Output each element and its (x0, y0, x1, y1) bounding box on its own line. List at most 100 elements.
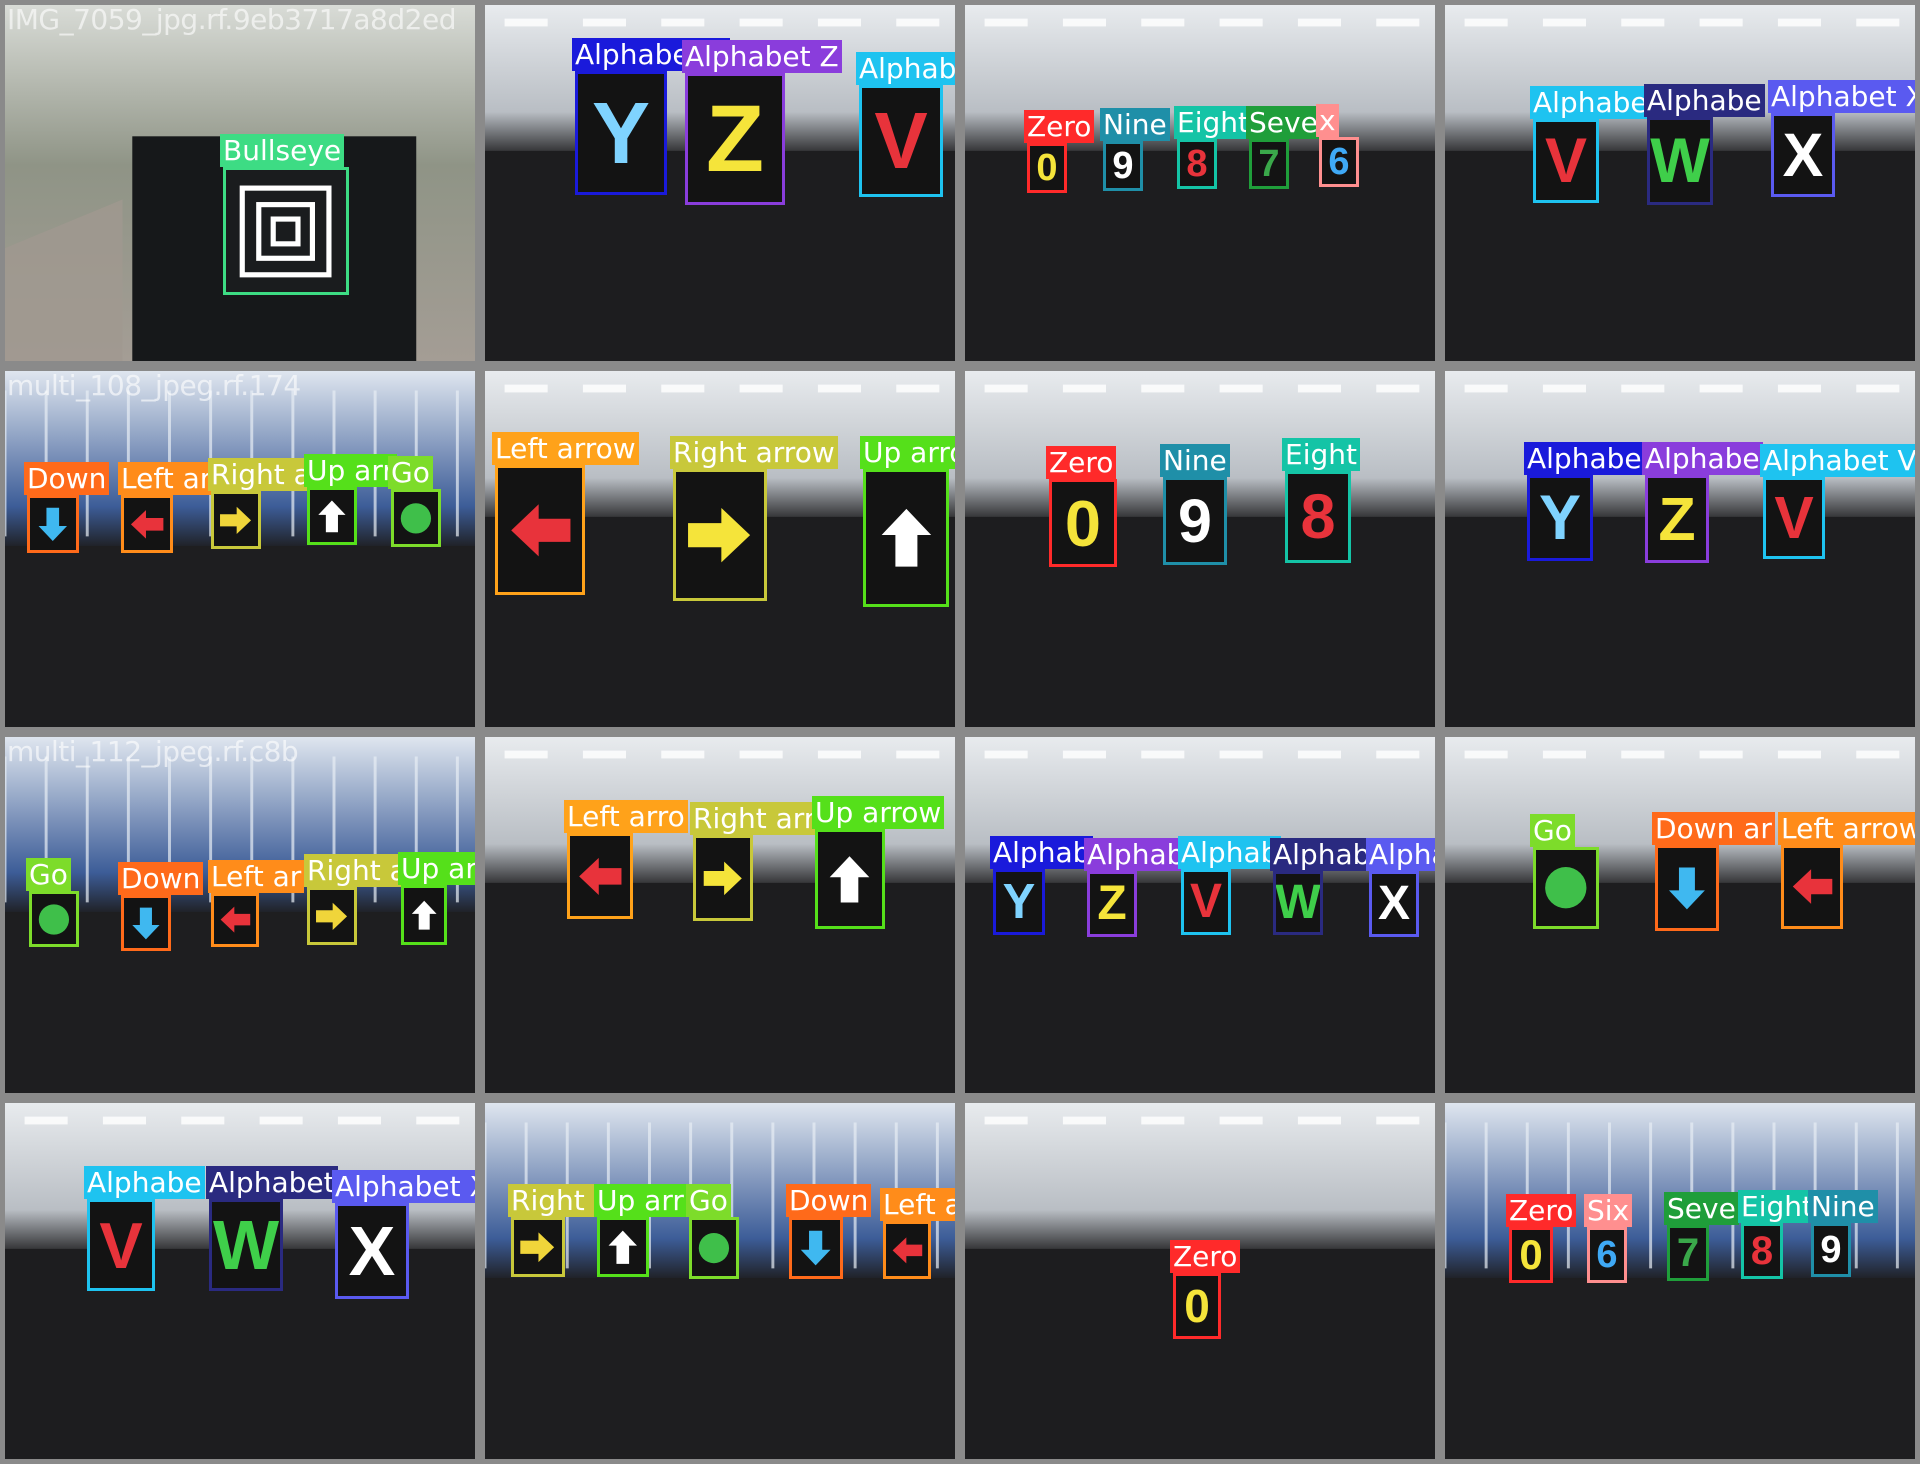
scene-background (5, 371, 475, 727)
sign-glyph: 0 (1036, 147, 1058, 189)
detection-label-text: Alphabet X (1369, 838, 1435, 871)
arrow-left-icon (220, 906, 251, 933)
detection: 0 Zero (1024, 110, 1095, 193)
bounding-box (567, 833, 633, 919)
detection-label: Right a (304, 854, 410, 887)
sign-glyph: Z (705, 85, 765, 192)
detection-label-text: Up arrow (815, 796, 942, 829)
bounding-box (511, 1217, 565, 1277)
detection-label-text: Go (29, 858, 68, 891)
detection: 7 Seve (1664, 1192, 1739, 1281)
sign-glyph: 9 (1178, 486, 1212, 555)
detection-label: Alphabe (1524, 442, 1645, 475)
detection-label-text: Alphabet (209, 1166, 335, 1199)
detection: Y Alphabe (1524, 442, 1645, 561)
detection: Right a (208, 458, 314, 549)
go-circle-icon (400, 502, 432, 534)
bounding-box (1163, 477, 1227, 565)
arrow-left-icon (511, 503, 571, 557)
arrow-right-icon (316, 902, 348, 930)
detection-label: Down ar (1652, 812, 1775, 845)
detection-label: Six (1584, 1194, 1633, 1227)
detection: Right arrow (670, 436, 838, 601)
go-circle-icon (38, 903, 70, 935)
bounding-box (29, 891, 79, 947)
bounding-box (1249, 139, 1289, 189)
detection: 0 Zero (1506, 1194, 1577, 1283)
detection: 7 Seven (1246, 106, 1339, 189)
detection-label: Left ar (118, 462, 215, 495)
bounding-box (1645, 475, 1709, 563)
detection-label: Right arrow (670, 436, 838, 469)
sign-card (866, 472, 946, 604)
detection-label-text: Eight (1741, 1190, 1813, 1223)
detection-label-text: Alphabe (1647, 84, 1762, 117)
bounding-box (1763, 477, 1825, 559)
detection: V Alphabe (1530, 86, 1651, 203)
detection: Up arrow (398, 852, 475, 945)
sign-card (1784, 848, 1840, 926)
detection-label: Alphabe (1644, 84, 1765, 117)
arrow-left-icon (579, 857, 622, 895)
detection-label: Go (686, 1184, 731, 1217)
detection: W Alphab (1270, 838, 1374, 935)
detection-label: Up arrow (812, 796, 945, 829)
detection: Z Alphabe (1642, 442, 1763, 563)
bounding-box (1027, 143, 1067, 193)
detection-label-text: Six (1587, 1194, 1630, 1227)
detection-label-text: Up arrow (401, 852, 477, 885)
arrow-right-icon (688, 507, 751, 563)
detection: Up arr (304, 454, 397, 545)
detection: Left arrow (1778, 812, 1915, 929)
sign-card (214, 494, 258, 546)
detection: W Alphabet (206, 1166, 338, 1291)
detection-label-text: Go (391, 456, 430, 489)
detection-label: Zero (1024, 110, 1095, 143)
detection: Up arr (594, 1184, 687, 1277)
sign-card: 0 (1512, 1230, 1550, 1280)
arrow-right-icon (703, 861, 742, 895)
arrow-up-icon (318, 500, 346, 532)
sign-card: V (1184, 872, 1228, 932)
sign-card: X (1774, 116, 1832, 194)
sign-card (498, 468, 582, 592)
image-filename: multi_112_jpeg.rf.c8b (7, 735, 299, 768)
detection-label-text: Nine (1163, 444, 1227, 477)
detection: Up arrow (860, 436, 955, 607)
sign-card: V (90, 1202, 152, 1288)
sign-card: Z (1648, 478, 1706, 560)
sign-card: W (1650, 120, 1710, 202)
detection-label: Bullseye (220, 134, 345, 167)
detection-label-text: Nine (1103, 108, 1167, 141)
sign-glyph: 7 (1258, 143, 1280, 185)
detection-label: Alphab (1178, 836, 1282, 869)
sign-card: 8 (1744, 1226, 1780, 1276)
detection-label-text: Right arr (693, 802, 816, 835)
detection: Down (118, 862, 204, 951)
detection: Y Alphab (990, 836, 1094, 935)
sign-card: W (1276, 874, 1320, 932)
bounding-box (211, 893, 259, 947)
detection-label: Alphab (990, 836, 1094, 869)
bounding-box (575, 71, 667, 195)
bounding-box (859, 85, 943, 197)
image-tile: 0 Zero 9 Nine 8 Eight 7 Seven 6 x (960, 0, 1440, 366)
detection-label: Down (24, 462, 110, 495)
sign-glyph: 7 (1676, 1231, 1700, 1275)
image-tile: IMG_7059_jpg.rf.9eb3717a8d2ed Bullseye (0, 0, 480, 366)
detection-label: Alphabe (1530, 86, 1651, 119)
sign-card: Z (688, 76, 782, 202)
sign-card: Z (1090, 874, 1134, 934)
sign-card: 8 (1180, 142, 1214, 186)
image-tile: 0 Zero (960, 1098, 1440, 1464)
sign-card: 9 (1814, 1226, 1848, 1274)
sign-glyph: 0 (1064, 486, 1102, 560)
arrow-up-icon (608, 1230, 638, 1264)
detection-label-text: Right a (307, 854, 407, 887)
detection-label: Right arr (690, 802, 819, 835)
